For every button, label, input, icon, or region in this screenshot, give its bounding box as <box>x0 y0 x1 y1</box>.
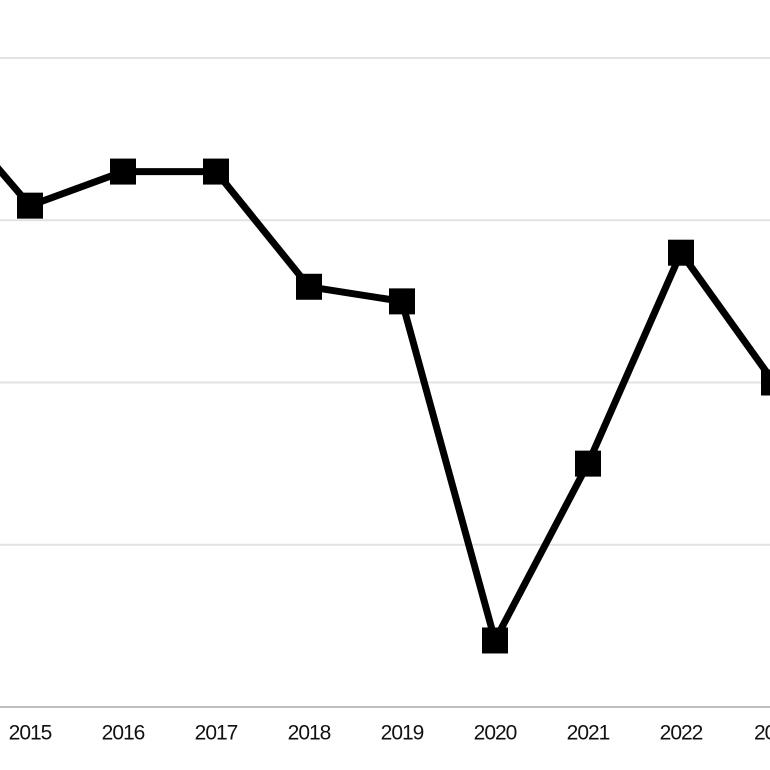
marker <box>668 239 694 266</box>
marker <box>389 288 415 315</box>
x-tick-label: 2015 <box>9 722 52 745</box>
marker <box>110 158 136 185</box>
x-tick-label: 20 <box>754 722 770 745</box>
marker <box>17 192 43 219</box>
x-tick-label: 2021 <box>567 722 610 745</box>
x-tick-label: 2016 <box>102 722 145 745</box>
marker <box>761 369 770 396</box>
x-tick-label: 2020 <box>474 722 517 745</box>
x-tick-label: 2022 <box>660 722 703 745</box>
marker <box>203 158 229 185</box>
marker <box>296 273 322 300</box>
x-tick-label: 2018 <box>288 722 331 745</box>
marker <box>575 450 601 477</box>
marker <box>482 627 508 654</box>
x-tick-label: 2019 <box>381 722 424 745</box>
line <box>0 165 770 650</box>
x-tick-label: 2017 <box>195 722 238 745</box>
